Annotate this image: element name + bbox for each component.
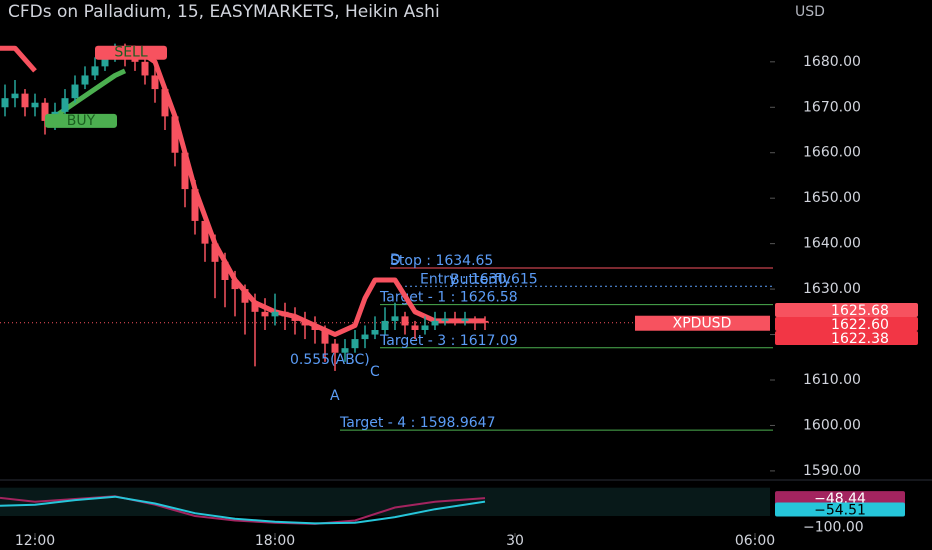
candle-body (281, 311, 289, 317)
candle-body (11, 93, 19, 99)
candle-body (161, 89, 169, 117)
level-label: Entry : 1630.615 (420, 271, 538, 287)
y-tick-label: 1610.00 (803, 372, 861, 388)
candle-body (81, 75, 89, 85)
signal-box (45, 113, 117, 128)
candle-body (241, 289, 249, 303)
pattern-label: A (330, 388, 340, 404)
candle-body (191, 189, 199, 221)
candle-body (291, 316, 299, 321)
price-label: 1622.60 (831, 317, 889, 333)
candle-body (251, 302, 259, 312)
candle-body (261, 311, 269, 317)
x-tick-label: 30 (506, 533, 524, 549)
price-box (775, 331, 918, 345)
candle-body (381, 320, 389, 330)
y-tick-label: 1680.00 (803, 54, 861, 70)
candle-body (31, 102, 39, 108)
price-label: 1622.38 (831, 331, 889, 347)
candle-body (311, 325, 319, 330)
y-tick-label: 1670.00 (803, 99, 861, 115)
pattern-label: C (370, 364, 380, 380)
y-tick-label: 1630.00 (803, 281, 861, 297)
candle-body (431, 320, 439, 326)
y-tick-label: 1600.00 (803, 417, 861, 433)
candle-body (181, 152, 189, 190)
osc-value-box (775, 491, 905, 506)
candle-body (451, 318, 459, 321)
symbol-label: XPDUSD (673, 316, 732, 332)
signal-box (95, 45, 167, 60)
candle-body (321, 330, 329, 344)
candle-body (481, 320, 489, 323)
candle-body (461, 318, 469, 321)
candle-body (201, 220, 209, 244)
price-label: 1625.68 (831, 303, 889, 319)
osc-tick-label: −100.00 (803, 519, 864, 535)
candle-body (351, 339, 359, 349)
candle-body (41, 102, 49, 121)
candle-body (401, 316, 409, 326)
oscillator-line (0, 495, 486, 525)
osc-value-box (775, 502, 905, 517)
candle-body (331, 343, 339, 353)
osc-value-label: −54.51 (814, 503, 866, 519)
candle-body (301, 320, 309, 326)
y-tick-label: 1640.00 (803, 236, 861, 252)
candle-body (361, 334, 369, 340)
candle-body (91, 66, 99, 76)
candle-body (341, 348, 349, 353)
pattern-label: 0.555(ABC) (290, 352, 370, 368)
candle-body (21, 93, 29, 108)
level-label: Target - 3 : 1617.09 (379, 333, 518, 349)
candle-body (231, 280, 239, 290)
currency: USD (795, 4, 825, 20)
candle-body (71, 84, 79, 99)
price-box (775, 317, 918, 331)
signal-label: SELL (114, 45, 148, 61)
candle-body (391, 316, 399, 321)
candle-body (1, 98, 9, 108)
level-label: Target - 1 : 1626.58 (379, 290, 518, 306)
x-tick-label: 12:00 (15, 533, 55, 549)
candle-body (171, 116, 179, 153)
candle-body (101, 57, 109, 67)
pattern-label: D (390, 252, 401, 268)
symbol-box (635, 315, 770, 331)
candle-body (441, 318, 449, 321)
pattern-name: Butterfly (450, 272, 511, 288)
candle-body (371, 330, 379, 335)
level-label: Stop : 1634.65 (390, 253, 493, 269)
candle-body (211, 243, 219, 262)
chart-title: CFDs on Palladium, 15, EASYMARKETS, Heik… (8, 2, 440, 22)
candle-body (411, 325, 419, 330)
y-tick-label: 1590.00 (803, 463, 861, 479)
y-tick-label: 1660.00 (803, 145, 861, 161)
candle-body (221, 261, 229, 280)
y-tick-label: 1650.00 (803, 190, 861, 206)
oscillator-line (0, 495, 486, 525)
price-box (775, 303, 918, 317)
signal-label: BUY (67, 113, 96, 129)
candle-body (471, 318, 479, 321)
x-tick-label: 06:00 (735, 533, 775, 549)
candle-body (61, 98, 69, 112)
candle-body (271, 311, 279, 317)
candle-body (141, 61, 149, 76)
candle-body (421, 325, 429, 330)
candle-body (151, 75, 159, 90)
x-tick-label: 18:00 (255, 533, 295, 549)
level-label: Target - 4 : 1598.9647 (339, 415, 496, 431)
